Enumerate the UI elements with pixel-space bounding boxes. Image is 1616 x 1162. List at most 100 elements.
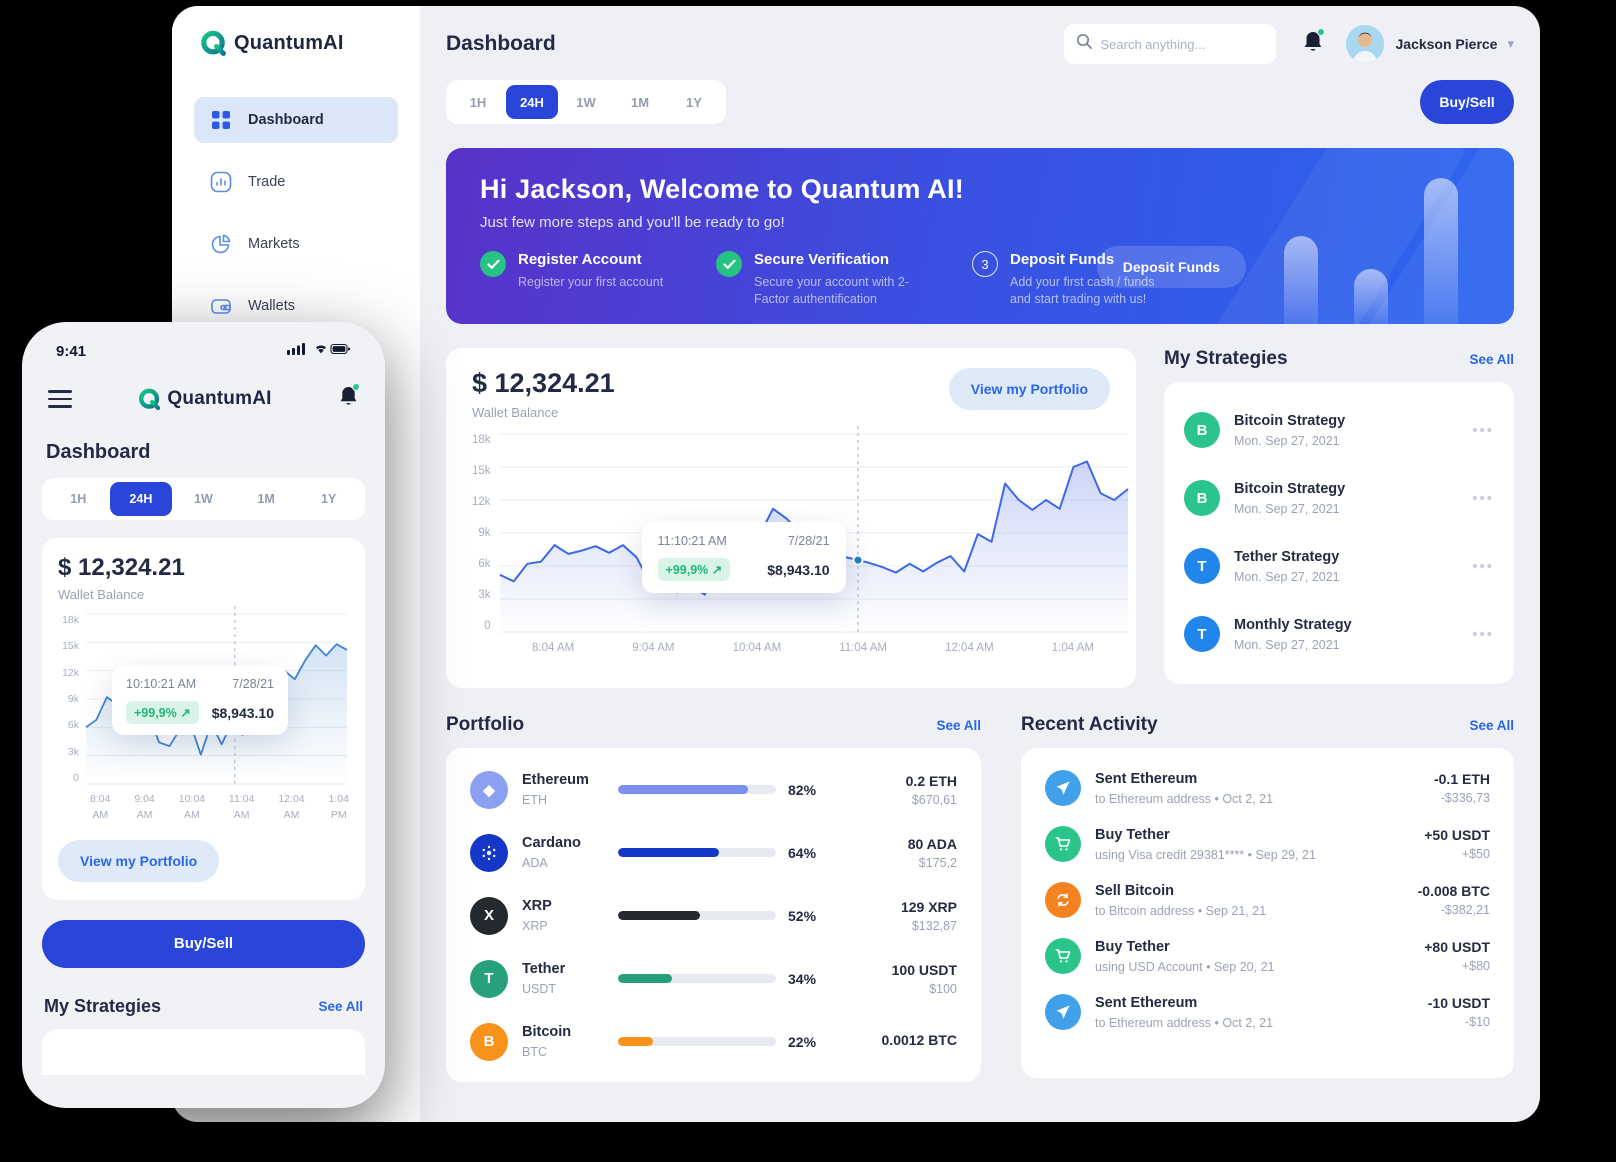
allocation-percent: 34%	[788, 970, 817, 987]
activity-row[interactable]: Sell Bitcoin to Bitcoin address • Sep 21…	[1045, 872, 1490, 928]
recent-activity-section: Recent Activity See All Sent Ethereum to…	[1021, 714, 1514, 1082]
tooltip-time: 10:10:21 AM	[126, 677, 197, 691]
step-title: Secure Verification	[754, 251, 890, 268]
mobile-notifications-button[interactable]	[338, 383, 360, 413]
portfolio-row[interactable]: ◆ Ethereum ETH 82% 0.2 ETH $67	[470, 758, 957, 821]
strategy-coin-icon: B	[1184, 480, 1220, 516]
portfolio-row[interactable]: B Bitcoin BTC 22% 0.0012 BTC	[470, 1010, 957, 1073]
activity-row[interactable]: Sent Ethereum to Ethereum address • Oct …	[1045, 984, 1490, 1040]
tab-1y[interactable]: 1Y	[686, 94, 702, 110]
status-time: 9:41	[56, 343, 87, 360]
chart-tooltip: 10:10:21 AM 7/28/21 +99,9% ↗ $8,943.10	[112, 666, 288, 735]
strategy-date: Mon. Sep 27, 2021	[1234, 433, 1340, 448]
activity-row[interactable]: Sent Ethereum to Ethereum address • Oct …	[1045, 760, 1490, 816]
more-options-icon[interactable]: •••	[1472, 625, 1494, 643]
search-input[interactable]	[1100, 36, 1251, 52]
strategy-coin-icon: T	[1184, 616, 1220, 652]
mobile-buy-sell-button[interactable]: Buy/Sell	[42, 919, 365, 968]
welcome-banner: Hi Jackson, Welcome to Quantum AI! Just …	[446, 148, 1514, 324]
coin-symbol: XRP	[522, 919, 548, 933]
wallet-balance-card: $ 12,324.21 Wallet Balance View my Portf…	[446, 348, 1136, 688]
view-portfolio-button[interactable]: View my Portfolio	[58, 839, 220, 882]
mobile-strategies-card-cut	[42, 1028, 365, 1075]
tab-1m[interactable]: 1M	[257, 492, 275, 506]
activity-row[interactable]: Buy Tether using Visa credit 29381**** •…	[1045, 816, 1490, 872]
strategies-see-all-link[interactable]: See All	[318, 998, 363, 1014]
arrow-up-right-icon: ↗	[180, 706, 191, 720]
activity-value: -$336,73	[1440, 791, 1490, 805]
sidebar-nav: Dashboard Trade	[194, 97, 398, 329]
tab-24h[interactable]: 24H	[506, 85, 558, 119]
chart-plot-area: 10:10:21 AM 7/28/21 +99,9% ↗ $8,943.10	[85, 606, 349, 785]
portfolio-row[interactable]: X XRP XRP 52% 129 XRP $132,87	[470, 884, 957, 947]
banner-title: Hi Jackson, Welcome to Quantum AI!	[480, 174, 964, 204]
strategies-see-all-link[interactable]: See All	[1469, 351, 1514, 367]
activity-amount: -10 USDT	[1427, 995, 1490, 1011]
sidebar-item-wallets[interactable]: Wallets	[194, 283, 398, 329]
coin-name: Cardano	[522, 835, 581, 851]
step-number-badge: 3	[972, 251, 998, 277]
strategy-name: Bitcoin Strategy	[1234, 480, 1346, 497]
activity-value: +$50	[1461, 847, 1490, 861]
deposit-funds-button[interactable]: Deposit Funds	[1096, 246, 1246, 288]
allocation-percent: 22%	[788, 1033, 817, 1050]
coin-amount: 0.2 ETH	[905, 772, 957, 789]
coin-amount: 0.0012 BTC	[881, 1031, 957, 1048]
chevron-down-icon[interactable]: ▾	[1507, 36, 1514, 51]
tab-1y[interactable]: 1Y	[321, 492, 337, 506]
mobile-time-range-tabs: 1H 24H 1W 1M 1Y	[42, 478, 365, 520]
bell-icon	[1304, 31, 1321, 51]
portfolio-title: Portfolio	[446, 714, 525, 735]
portfolio-row[interactable]: T Tether USDT 34% 100 USDT $10	[470, 947, 957, 1010]
activity-row[interactable]: Buy Tether using USD Account • Sep 20, 2…	[1045, 928, 1490, 984]
sidebar-item-markets[interactable]: Markets	[194, 221, 398, 267]
activity-card: Sent Ethereum to Ethereum address • Oct …	[1021, 748, 1514, 1078]
more-options-icon[interactable]: •••	[1472, 557, 1494, 575]
more-options-icon[interactable]: •••	[1472, 421, 1494, 439]
dashboard-grid-icon	[208, 107, 234, 133]
activity-meta: using Visa credit 29381**** • Sep 29, 21	[1095, 847, 1316, 862]
strategy-date: Mon. Sep 27, 2021	[1234, 501, 1340, 516]
portfolio-see-all-link[interactable]: See All	[936, 717, 981, 733]
more-options-icon[interactable]: •••	[1472, 489, 1494, 507]
filters-row: 1H 24H 1W 1M 1Y Buy/Sell	[446, 80, 1514, 124]
avatar[interactable]	[1345, 25, 1384, 63]
strategy-row[interactable]: B Bitcoin Strategy Mon. Sep 27, 2021 •••	[1184, 464, 1494, 532]
strategy-row[interactable]: T Monthly Strategy Mon. Sep 27, 2021 •••	[1184, 600, 1494, 668]
onboarding-steps: Register Account Register your first acc…	[480, 251, 1480, 308]
sidebar-item-dashboard[interactable]: Dashboard	[194, 97, 398, 143]
tab-1m[interactable]: 1M	[630, 94, 650, 110]
tab-24h[interactable]: 24H	[109, 482, 173, 516]
user-name[interactable]: Jackson Pierce	[1395, 36, 1498, 52]
coin-symbol: ETH	[522, 793, 547, 807]
banner-deco-bar	[1284, 236, 1318, 324]
notifications-button[interactable]	[1302, 27, 1325, 59]
banner-subtitle: Just few more steps and you'll be ready …	[480, 214, 785, 231]
activity-see-all-link[interactable]: See All	[1469, 717, 1514, 733]
activity-name: Buy Tether	[1095, 826, 1170, 843]
hamburger-menu-icon[interactable]	[48, 390, 72, 408]
view-portfolio-button[interactable]: View my Portfolio	[948, 368, 1110, 410]
portfolio-card: ◆ Ethereum ETH 82% 0.2 ETH $67	[446, 748, 981, 1082]
strategy-row[interactable]: B Bitcoin Strategy Mon. Sep 27, 2021 •••	[1184, 396, 1494, 464]
coin-symbol: ADA	[522, 856, 548, 870]
strategy-row[interactable]: T Tether Strategy Mon. Sep 27, 2021 •••	[1184, 532, 1494, 600]
activity-name: Sent Ethereum	[1095, 770, 1198, 787]
allocation-bar	[618, 911, 776, 920]
strategy-coin-icon: B	[1184, 412, 1220, 448]
status-icons	[287, 342, 351, 361]
main-content: Dashboard	[420, 6, 1540, 1122]
tab-1h[interactable]: 1H	[469, 94, 487, 110]
coin-name: Ethereum	[522, 772, 589, 788]
chart-plot-area: 11:10:21 AM 7/28/21 +99,9% ↗ $8,943.10	[499, 426, 1129, 633]
send-icon	[1045, 994, 1081, 1030]
buy-sell-button[interactable]: Buy/Sell	[1420, 80, 1514, 124]
tab-1w[interactable]: 1W	[194, 492, 213, 506]
activity-title: Recent Activity	[1021, 714, 1158, 735]
sidebar-item-trade[interactable]: Trade	[194, 159, 398, 205]
portfolio-row[interactable]: Cardano ADA 64% 80 ADA $175,2	[470, 821, 957, 884]
markets-pie-icon	[208, 231, 234, 257]
tab-1h[interactable]: 1H	[70, 492, 87, 506]
tooltip-date: 7/28/21	[232, 677, 274, 691]
tab-1w[interactable]: 1W	[576, 94, 596, 110]
